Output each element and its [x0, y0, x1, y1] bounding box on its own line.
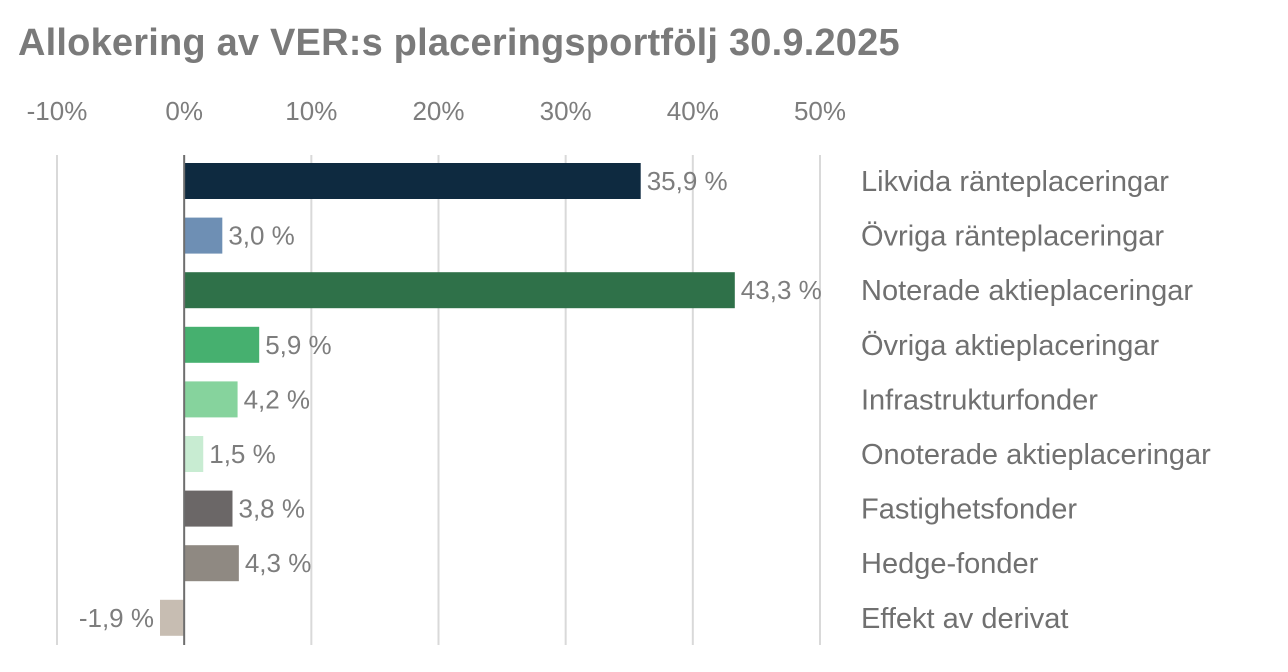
chart-title: Allokering av VER:s placeringsportfölj 3… — [18, 22, 900, 64]
bar-value-label: 3,0 % — [228, 221, 294, 251]
x-tick-label: 10% — [285, 96, 337, 126]
bar-value-label: 43,3 % — [741, 275, 822, 305]
bar-value-label: 5,9 % — [265, 330, 332, 360]
x-tick-label: 50% — [794, 96, 846, 126]
category-label: Infrastrukturfonder — [861, 384, 1098, 416]
bar-value-label: 4,2 % — [244, 384, 311, 414]
bar — [184, 163, 641, 199]
category-label: Effekt av derivat — [861, 603, 1068, 635]
bar-value-label: 4,3 % — [245, 548, 312, 578]
value-labels: 35,9 % 3,0 % 43,3 % 5,9 % 4,2 % 1,5 % 3,8 % 4,3… — [79, 166, 822, 633]
category-label: Fastighetsfonder — [861, 494, 1077, 526]
category-label: Övriga aktieplaceringar — [861, 330, 1160, 362]
bar — [184, 381, 238, 418]
category-label: Onoterade aktieplaceringar — [861, 439, 1211, 471]
x-tick-label: -10% — [27, 96, 88, 126]
x-tick-label: 40% — [667, 96, 719, 126]
bar — [184, 272, 735, 309]
bar — [184, 490, 233, 527]
bar — [184, 217, 223, 254]
grid-lines — [56, 155, 821, 645]
x-tick-label: 0% — [165, 96, 203, 126]
bar — [160, 599, 185, 636]
bar — [184, 436, 204, 472]
bars — [160, 163, 735, 636]
category-label: Övriga ränteplaceringar — [861, 221, 1164, 253]
bar-value-label: -1,9 % — [79, 603, 154, 633]
bar — [184, 326, 260, 363]
bar-value-label: 1,5 % — [209, 439, 276, 469]
category-label: Likvida ränteplaceringar — [861, 166, 1169, 198]
category-labels: Likvida ränteplaceringar Övriga ränteplac… — [861, 166, 1211, 635]
category-label: Hedge-fonder — [861, 548, 1039, 580]
x-tick-label: 30% — [540, 96, 592, 126]
bar — [184, 545, 239, 582]
bar-value-label: 35,9 % — [647, 166, 728, 196]
x-tick-label: 20% — [412, 96, 464, 126]
category-label: Noterade aktieplaceringar — [861, 275, 1193, 307]
bar-value-label: 3,8 % — [238, 494, 304, 524]
x-axis-tick-labels: -10% 0% 10% 20% 30% 40% 50% — [27, 96, 846, 126]
